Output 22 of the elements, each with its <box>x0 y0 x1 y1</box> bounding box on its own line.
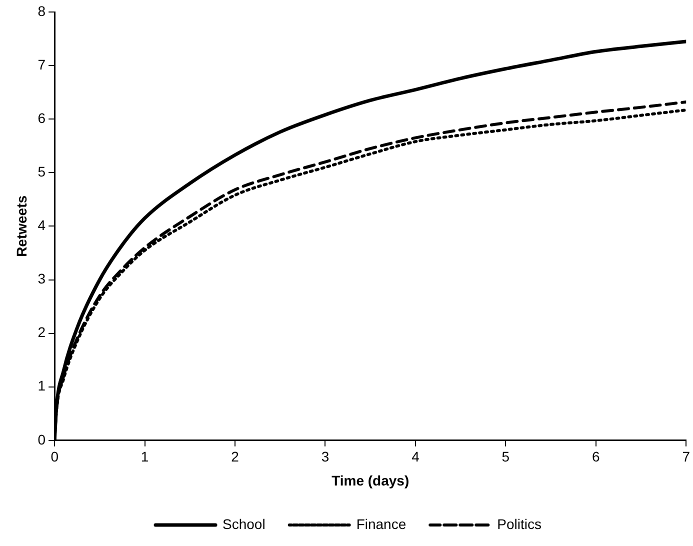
legend-label: School <box>222 516 266 532</box>
y-tick-label: 2 <box>38 324 46 340</box>
y-tick-label: 1 <box>38 378 46 394</box>
y-tick-label: 4 <box>38 217 46 234</box>
y-axis-title: Retweets <box>13 195 30 257</box>
x-tick-label: 0 <box>50 448 59 465</box>
x-tick-label: 3 <box>321 448 330 465</box>
x-tick-label: 6 <box>592 448 600 465</box>
y-tick-label: 7 <box>38 56 46 72</box>
y-tick-label: 5 <box>38 164 46 180</box>
legend-label: Politics <box>497 516 542 532</box>
x-tick-label: 1 <box>140 448 149 465</box>
x-tick-label: 5 <box>502 448 510 465</box>
y-tick-label: 3 <box>38 270 46 287</box>
y-tick-label: 8 <box>38 2 46 19</box>
x-tick-label: 7 <box>682 448 690 465</box>
y-tick-label: 6 <box>38 110 46 126</box>
x-tick-label: 4 <box>412 448 420 465</box>
x-axis-title: Time (days) <box>332 472 410 488</box>
y-tick-label: 0 <box>38 431 46 448</box>
x-tick-label: 2 <box>231 448 240 465</box>
legend-label: Finance <box>356 516 406 532</box>
